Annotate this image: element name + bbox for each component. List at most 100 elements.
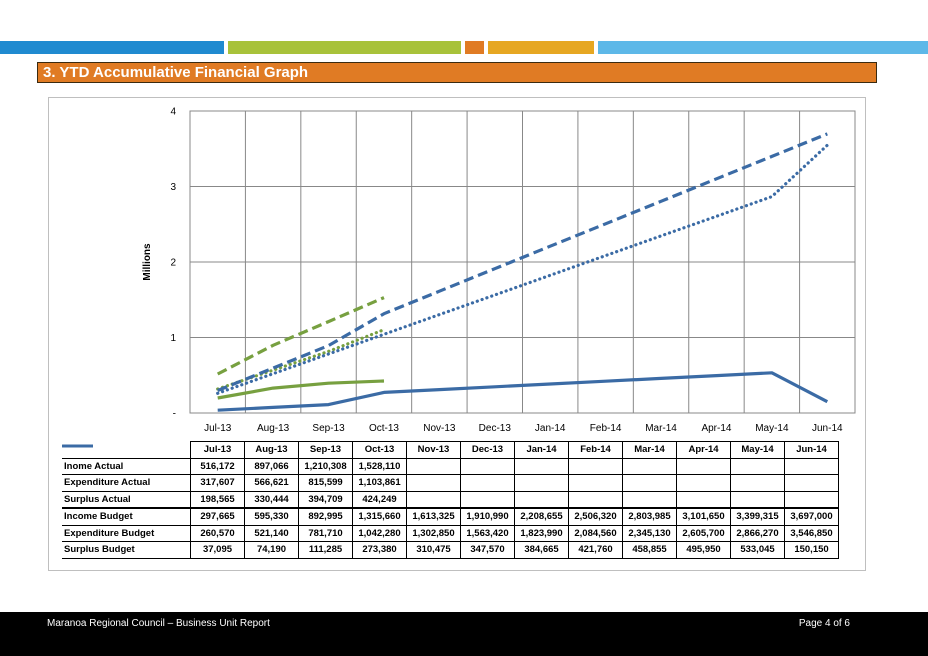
table-cell: 3,546,850: [784, 524, 839, 542]
table-cell: 384,665: [514, 541, 569, 559]
table-cell: 297,665: [190, 507, 245, 526]
table-header-cell: Jan-14: [514, 441, 569, 459]
series-line-4: [216, 143, 829, 395]
table-cell: 1,042,280: [352, 524, 407, 542]
table-cell: 815,599: [298, 474, 353, 492]
legend-label: Inome Actual: [64, 460, 124, 472]
table-header-cell: Mar-14: [622, 441, 677, 459]
table-cell: [568, 490, 623, 509]
table-cell: 310,475: [406, 541, 461, 559]
x-tick-label: Sep-13: [312, 423, 345, 434]
table-cell: [406, 457, 461, 475]
table-cell: 1,302,850: [406, 524, 461, 542]
table-cell: 150,150: [784, 541, 839, 559]
x-tick-label: Dec-13: [479, 423, 512, 434]
legend-label: Surplus Budget: [64, 544, 135, 556]
table-cell: 516,172: [190, 457, 245, 475]
x-tick-label: May-14: [755, 423, 789, 434]
table-cell: 424,249: [352, 490, 407, 509]
table-header-cell: Aug-13: [244, 441, 299, 459]
series-line-1: [216, 328, 386, 391]
table-cell: [676, 490, 731, 509]
table-header-cell: Feb-14: [568, 441, 623, 459]
table-cell: 330,444: [244, 490, 299, 509]
series-line-0: [216, 296, 385, 376]
y-axis-label: Millions: [142, 243, 153, 281]
legend-entry: Income Budget: [62, 444, 191, 526]
table-cell: 458,855: [622, 541, 677, 559]
table-cell: 781,710: [298, 524, 353, 542]
table-cell: [622, 457, 677, 475]
y-tick-label: 4: [170, 107, 176, 118]
legend-label: Income Budget: [64, 511, 133, 523]
table-header-cell: Nov-13: [406, 441, 461, 459]
table-cell: [676, 457, 731, 475]
legend-label: Expenditure Budget: [64, 527, 155, 539]
legend-label: Expenditure Actual: [64, 477, 151, 489]
x-tick-label: Aug-13: [257, 423, 290, 434]
x-tick-label: Feb-14: [590, 423, 622, 434]
table-cell: 3,399,315: [730, 507, 785, 526]
legend-entry: Surplus Budget: [62, 444, 191, 559]
table-cell: 394,709: [298, 490, 353, 509]
table-cell: 897,066: [244, 457, 299, 475]
table-cell: 2,208,655: [514, 507, 569, 526]
table-cell: 317,607: [190, 474, 245, 492]
y-tick-label: -: [173, 409, 176, 420]
x-tick-label: Apr-14: [701, 423, 731, 434]
header-bar-gold: [488, 41, 594, 54]
footer-report-title: Maranoa Regional Council – Business Unit…: [47, 618, 270, 629]
x-tick-label: Nov-13: [423, 423, 456, 434]
x-tick-label: Jul-13: [204, 423, 232, 434]
header-bar-orange: [465, 41, 484, 54]
table-cell: 566,621: [244, 474, 299, 492]
table-header-cell: May-14: [730, 441, 785, 459]
page-footer: Maranoa Regional Council – Business Unit…: [0, 612, 928, 656]
table-cell: 533,045: [730, 541, 785, 559]
table-cell: 1,910,990: [460, 507, 515, 526]
table-cell: 2,345,130: [622, 524, 677, 542]
table-cell: 421,760: [568, 541, 623, 559]
table-header-cell: Apr-14: [676, 441, 731, 459]
table-row: Surplus Actual 198,565 330,444 394,709 424,2…: [62, 444, 839, 509]
table-cell: [514, 490, 569, 509]
table-cell: 2,084,560: [568, 524, 623, 542]
table-cell: [514, 474, 569, 492]
table-cell: [784, 474, 839, 492]
table-header-row: Jul-13 Aug-13 Sep-13 Oct-13 Nov-13 Dec-13 Jan-…: [62, 441, 839, 459]
table-cell: 495,950: [676, 541, 731, 559]
x-tick-label: Mar-14: [645, 423, 677, 434]
table-header-cell: Oct-13: [352, 441, 407, 459]
table-cell: 3,101,650: [676, 507, 731, 526]
table-cell: 2,605,700: [676, 524, 731, 542]
table-row: Income Budget 297,665 595,330 892,995 1,315,…: [62, 444, 839, 526]
table-cell: 1,315,660: [352, 507, 407, 526]
table-cell: 892,995: [298, 507, 353, 526]
header-bar-blue: [0, 41, 224, 54]
table-header-cell: Dec-13: [460, 441, 515, 459]
table-cell: [730, 474, 785, 492]
x-tick-label: Jun-14: [812, 423, 843, 434]
table-cell: 2,866,270: [730, 524, 785, 542]
header-bar-lightblue: [598, 41, 928, 54]
table-cell: [676, 474, 731, 492]
table-cell: [784, 457, 839, 475]
table-row: Expenditure Budget 260,570 521,140 781,710 1…: [62, 444, 839, 542]
table-cell: [730, 457, 785, 475]
table-cell: 1,528,110: [352, 457, 407, 475]
table-row: Surplus Budget 37,095 74,190 111,285 273,380…: [62, 444, 839, 559]
table-cell: 2,803,985: [622, 507, 677, 526]
table-cell: 260,570: [190, 524, 245, 542]
footer-page-number: Page 4 of 6: [798, 618, 850, 629]
table-cell: [460, 457, 515, 475]
table-cell: 74,190: [244, 541, 299, 559]
header-bar-green: [228, 41, 461, 54]
table-cell: [460, 474, 515, 492]
table-cell: 273,380: [352, 541, 407, 559]
table-header-cell: Jun-14: [784, 441, 839, 459]
table-header-cell: Jul-13: [190, 441, 245, 459]
table-cell: 2,506,320: [568, 507, 623, 526]
table-cell: 595,330: [244, 507, 299, 526]
series-line-2: [217, 379, 385, 400]
legend-entry: Expenditure Budget: [62, 444, 191, 542]
